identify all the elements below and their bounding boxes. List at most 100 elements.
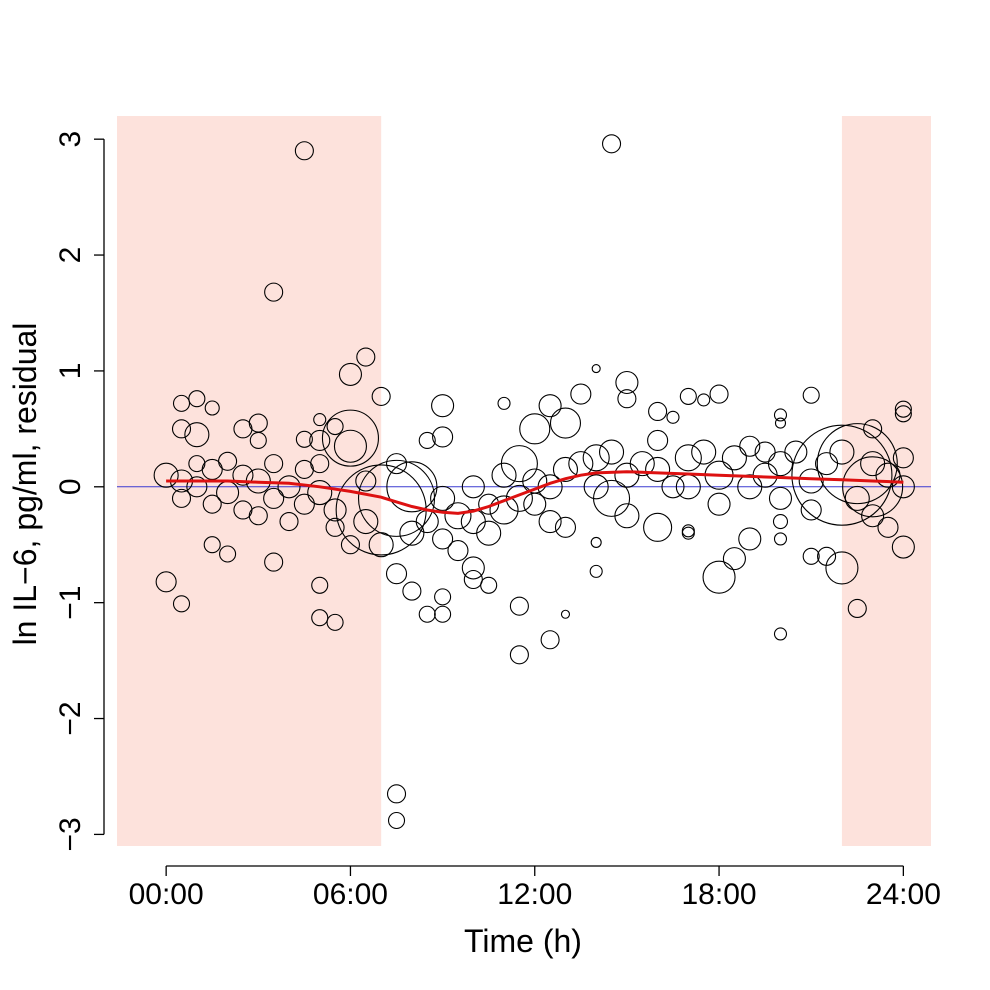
data-point xyxy=(461,556,485,580)
data-point xyxy=(172,394,191,412)
data-point xyxy=(264,282,284,302)
data-point xyxy=(894,400,912,418)
data-point xyxy=(847,598,867,619)
data-point xyxy=(333,429,367,463)
data-point xyxy=(589,564,603,578)
y-tick-label: −3 xyxy=(54,817,87,851)
data-point xyxy=(311,576,329,594)
data-point xyxy=(264,552,284,572)
axes-group: Time (h) ln IL−6, pg/ml, residual 00:00 0… xyxy=(7,131,941,959)
data-point xyxy=(325,517,345,537)
data-point xyxy=(643,512,673,542)
data-point xyxy=(385,563,408,585)
data-point xyxy=(293,493,315,515)
data-point xyxy=(617,389,637,409)
data-point xyxy=(463,569,483,590)
data-point xyxy=(540,630,560,650)
data-point xyxy=(232,464,254,486)
data-point xyxy=(568,451,594,477)
data-point xyxy=(509,645,529,665)
y-tick-label: 1 xyxy=(54,363,87,380)
data-point xyxy=(614,503,640,529)
data-point xyxy=(186,476,208,498)
data-point xyxy=(307,480,333,506)
data-point xyxy=(591,364,601,374)
x-tick-label: 18:00 xyxy=(682,878,757,911)
data-point xyxy=(385,453,408,475)
data-point xyxy=(709,384,729,404)
data-point xyxy=(432,426,454,448)
data-point xyxy=(674,444,702,472)
data-point xyxy=(681,526,695,540)
y-tick-label: 0 xyxy=(54,478,87,495)
data-point xyxy=(509,596,529,616)
data-point xyxy=(368,532,394,558)
data-point xyxy=(679,387,697,405)
data-point xyxy=(570,383,592,405)
y-tick-label: −1 xyxy=(54,586,87,620)
data-point xyxy=(248,506,268,526)
data-point xyxy=(355,470,377,492)
y-tick-label: 3 xyxy=(54,131,87,148)
data-point xyxy=(202,494,222,514)
data-point xyxy=(754,441,776,463)
data-point xyxy=(430,485,456,511)
data-point xyxy=(829,439,855,465)
data-point xyxy=(615,370,639,395)
data-point xyxy=(773,532,788,546)
data-point xyxy=(773,627,788,641)
data-point xyxy=(549,407,582,439)
data-point xyxy=(560,609,571,619)
data-point xyxy=(321,409,379,467)
data-point xyxy=(295,430,313,448)
data-point xyxy=(645,456,671,482)
data-point xyxy=(739,435,761,457)
data-point xyxy=(767,451,794,477)
data-point xyxy=(842,456,904,518)
data-point xyxy=(800,499,822,521)
data-point xyxy=(614,462,640,488)
data-point xyxy=(707,492,731,516)
data-point xyxy=(702,560,736,594)
y-tick-label: 2 xyxy=(54,247,87,264)
data-point xyxy=(802,386,820,404)
data-point xyxy=(434,605,452,623)
data-point xyxy=(661,475,685,499)
data-point xyxy=(431,394,455,418)
data-point xyxy=(798,468,824,494)
data-point xyxy=(598,439,625,465)
data-point xyxy=(489,495,519,525)
data-point xyxy=(825,551,859,585)
data-point xyxy=(491,462,517,488)
data-point xyxy=(590,536,602,548)
x-tick-label: 12:00 xyxy=(497,878,572,911)
data-point xyxy=(844,485,870,511)
data-point xyxy=(313,413,327,427)
data-point xyxy=(402,581,422,601)
data-point xyxy=(877,516,899,538)
data-point xyxy=(311,609,329,627)
data-point xyxy=(697,393,711,407)
data-point xyxy=(326,613,344,631)
data-point xyxy=(338,362,362,386)
data-point xyxy=(371,386,391,406)
data-point xyxy=(353,509,379,535)
x-tick-label: 24:00 xyxy=(866,878,941,911)
data-point xyxy=(461,475,485,499)
data-point xyxy=(774,417,787,429)
data-point xyxy=(480,576,498,594)
data-point xyxy=(204,400,220,416)
data-point xyxy=(538,510,562,534)
x-axis-title: Time (h) xyxy=(464,923,582,959)
data-point xyxy=(768,486,793,510)
data-point xyxy=(500,445,538,483)
data-point xyxy=(629,451,655,477)
data-point xyxy=(172,595,191,613)
data-point xyxy=(601,134,622,154)
data-point xyxy=(444,502,472,530)
y-axis-title: ln IL−6, pg/ml, residual xyxy=(7,323,43,646)
data-point xyxy=(447,539,469,562)
data-point xyxy=(802,547,820,565)
